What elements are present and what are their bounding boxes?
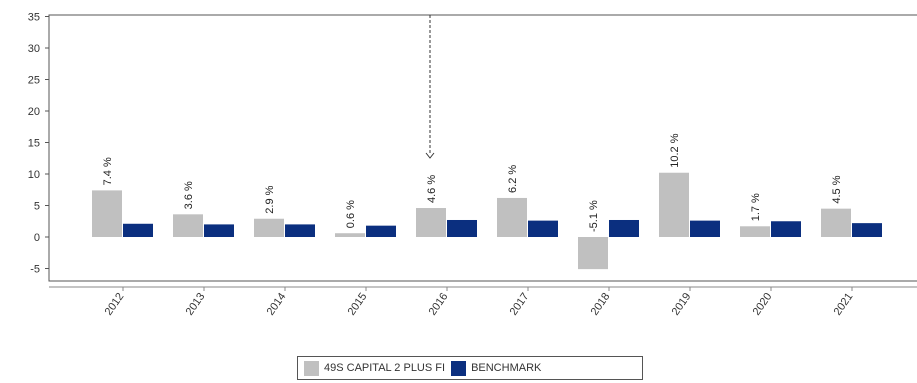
data-label: 0.6 % (345, 200, 357, 228)
bar-fund (821, 208, 851, 237)
x-tick-label: 2021 (832, 291, 856, 318)
bar-fund (92, 190, 122, 237)
bar-fund (497, 197, 527, 237)
data-label: 7.4 % (102, 157, 114, 185)
x-tick-label: 2014 (265, 291, 289, 318)
bar-benchmark (366, 225, 396, 237)
y-tick-label: 25 (28, 75, 40, 87)
bar-benchmark (609, 219, 639, 237)
y-tick-label: 15 (28, 138, 40, 150)
x-tick-label: 2017 (508, 291, 532, 318)
bar-benchmark (771, 221, 801, 237)
y-tick-label: 30 (28, 43, 40, 55)
marker-group (425, 15, 435, 159)
x-tick-label: 2019 (670, 291, 694, 318)
y-tick-label: 20 (28, 106, 40, 118)
bar-fund (173, 214, 203, 237)
data-label: 2.9 % (264, 185, 276, 213)
x-axis-ticks: 2012 2013 2014 2015 2016 2017 2018 2019 2020 2021 (103, 287, 856, 318)
x-tick-label: 2012 (103, 291, 127, 318)
y-tick-label: -5 (30, 264, 40, 276)
marker-arrow-icon (425, 152, 435, 159)
x-tick-label: 2020 (751, 291, 775, 318)
bar-fund (740, 226, 770, 237)
legend-swatch-benchmark (451, 360, 467, 376)
x-tick-label: 2016 (427, 291, 451, 318)
data-label: 3.6 % (183, 181, 195, 209)
y-tick-label: 5 (34, 201, 40, 213)
bar-benchmark (690, 220, 720, 237)
data-label: -5.1 % (588, 200, 600, 232)
bar-fund (416, 208, 446, 237)
x-tick-label: 2013 (184, 291, 208, 318)
bar-fund (578, 237, 608, 270)
plot-area (48, 14, 917, 282)
bar-benchmark (285, 224, 315, 237)
y-tick-label: 0 (34, 232, 40, 244)
bar-benchmark (447, 219, 477, 237)
bars-group: 7.4 % 3.6 % 2.9 % 0.6 % 4.6 % 6.2 % -5.1 % 10.2… (92, 133, 882, 270)
legend-label-fund: 49S CAPITAL 2 PLUS FI (324, 362, 446, 374)
y-tick-label: 10 (28, 169, 40, 181)
legend-swatch-fund (304, 360, 319, 376)
bar-benchmark (528, 220, 558, 237)
y-tick-label: 35 (28, 12, 40, 24)
bar-benchmark (852, 223, 882, 237)
bar-fund (254, 218, 284, 237)
bar-benchmark (204, 224, 234, 237)
data-label: 6.2 % (507, 165, 519, 193)
data-label: 4.6 % (426, 175, 438, 203)
x-tick-label: 2018 (589, 291, 613, 318)
y-axis-ticks: 35 30 25 20 15 10 5 0 -5 (28, 12, 49, 276)
data-label: 1.7 % (750, 193, 762, 221)
legend-label-benchmark: BENCHMARK (471, 362, 542, 374)
bar-benchmark (123, 223, 153, 237)
bar-fund (335, 233, 365, 237)
x-tick-label: 2015 (346, 291, 370, 318)
bar-fund (659, 172, 689, 237)
data-label: 10.2 % (669, 133, 681, 167)
data-label: 4.5 % (831, 175, 843, 203)
legend: 49S CAPITAL 2 PLUS FI BENCHMARK (297, 356, 643, 380)
